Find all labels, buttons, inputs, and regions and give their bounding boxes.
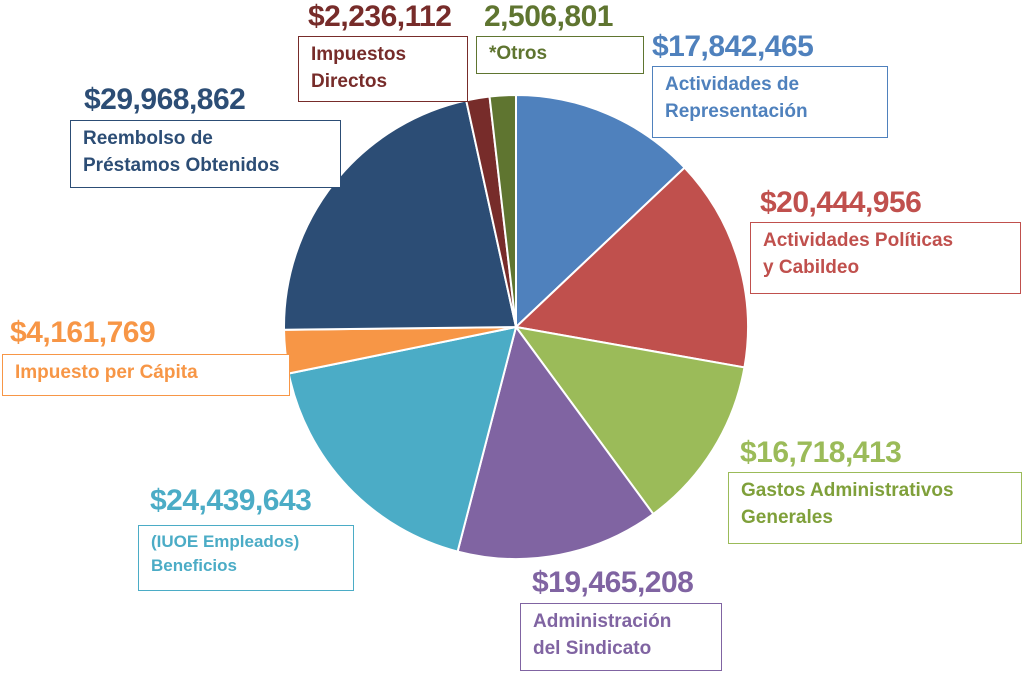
slice-label-line1: (IUOE Empleados) bbox=[151, 532, 300, 551]
pie-slice-0 bbox=[515, 93, 687, 330]
slice-amount: $17,842,465 bbox=[652, 30, 814, 63]
slice-label-line1: Actividades de bbox=[665, 74, 800, 95]
slice-label-box: Impuestos Directos bbox=[298, 36, 468, 102]
slice-label-line2: y Cabildeo bbox=[763, 257, 860, 278]
slice-amount: $29,968,862 bbox=[84, 83, 246, 116]
label-otros: 2,506,801 bbox=[484, 0, 613, 34]
slice-label-line1: *Otros bbox=[489, 43, 548, 64]
pie-slice-1 bbox=[513, 166, 749, 369]
pie-slice-2 bbox=[513, 325, 746, 516]
slice-amount: $4,161,769 bbox=[10, 316, 156, 349]
slice-label-box: Administración del Sindicato bbox=[520, 603, 722, 671]
slice-amount: 2,506,801 bbox=[484, 0, 613, 33]
slice-label-box: Gastos Administrativos Generales bbox=[728, 472, 1022, 544]
slice-label-box: Reembolso de Préstamos Obtenidos bbox=[70, 120, 341, 188]
slice-label-box: *Otros bbox=[476, 36, 644, 74]
label-reembolso-prestamos: $29,968,862 bbox=[84, 83, 246, 117]
slice-label-line2: Generales bbox=[741, 507, 833, 528]
pie-slice-8 bbox=[488, 93, 517, 328]
label-impuestos-directos: $2,236,112 bbox=[308, 0, 452, 34]
slice-label-line2: Directos bbox=[311, 71, 388, 92]
slice-label-line1: Impuesto per Cápita bbox=[15, 362, 198, 383]
slice-label-line2: Beneficios bbox=[151, 556, 237, 575]
slice-amount: $20,444,956 bbox=[760, 186, 922, 219]
label-beneficios: $24,439,643 bbox=[150, 484, 312, 518]
slice-label-box: (IUOE Empleados) Beneficios bbox=[138, 525, 354, 591]
slice-label-line2: Préstamos Obtenidos bbox=[83, 155, 280, 176]
slice-amount: $19,465,208 bbox=[532, 566, 694, 599]
label-actividades-representacion: $17,842,465 bbox=[652, 30, 814, 64]
slice-label-box: Actividades Políticas y Cabildeo bbox=[750, 222, 1021, 294]
slice-label-line1: Reembolso de bbox=[83, 128, 213, 149]
slice-amount: $24,439,643 bbox=[150, 484, 312, 517]
pie-slice-3 bbox=[456, 324, 655, 560]
slice-amount: $16,718,413 bbox=[740, 436, 902, 469]
label-impuesto-per-capita: $4,161,769 bbox=[10, 316, 156, 350]
slice-label-line1: Impuestos bbox=[311, 44, 407, 65]
slice-label-box: Actividades de Representación bbox=[652, 66, 888, 138]
label-actividades-politicas: $20,444,956 bbox=[760, 186, 922, 220]
label-administracion-sindicato: $19,465,208 bbox=[532, 566, 694, 600]
pie-slice-4 bbox=[287, 325, 518, 553]
slice-label-line1: Administración bbox=[533, 611, 672, 632]
slice-label-box: Impuesto per Cápita bbox=[2, 354, 290, 396]
slice-label-line2: Representación bbox=[665, 101, 808, 122]
slice-amount: $2,236,112 bbox=[308, 0, 452, 33]
slice-label-line1: Gastos Administrativos bbox=[741, 480, 954, 501]
slice-label-line1: Actividades Políticas bbox=[763, 230, 954, 251]
label-gastos-administrativos: $16,718,413 bbox=[740, 436, 902, 470]
slice-label-line2: del Sindicato bbox=[533, 638, 652, 659]
